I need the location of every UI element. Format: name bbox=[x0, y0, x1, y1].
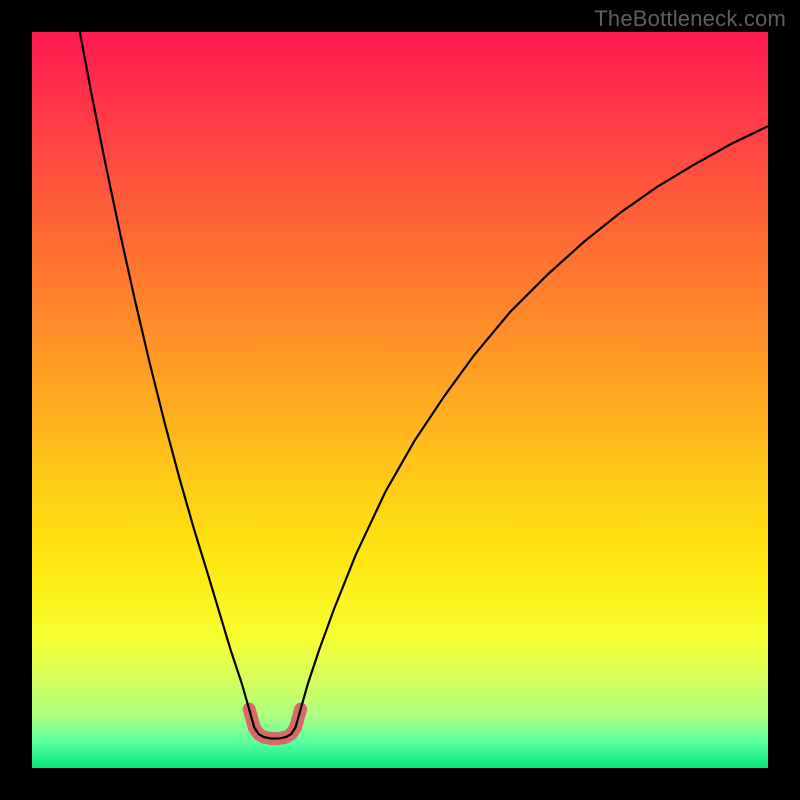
plot-frame bbox=[32, 32, 768, 768]
watermark-text: TheBottleneck.com bbox=[594, 6, 786, 32]
gradient-background bbox=[32, 32, 768, 768]
bottleneck-chart bbox=[32, 32, 768, 768]
